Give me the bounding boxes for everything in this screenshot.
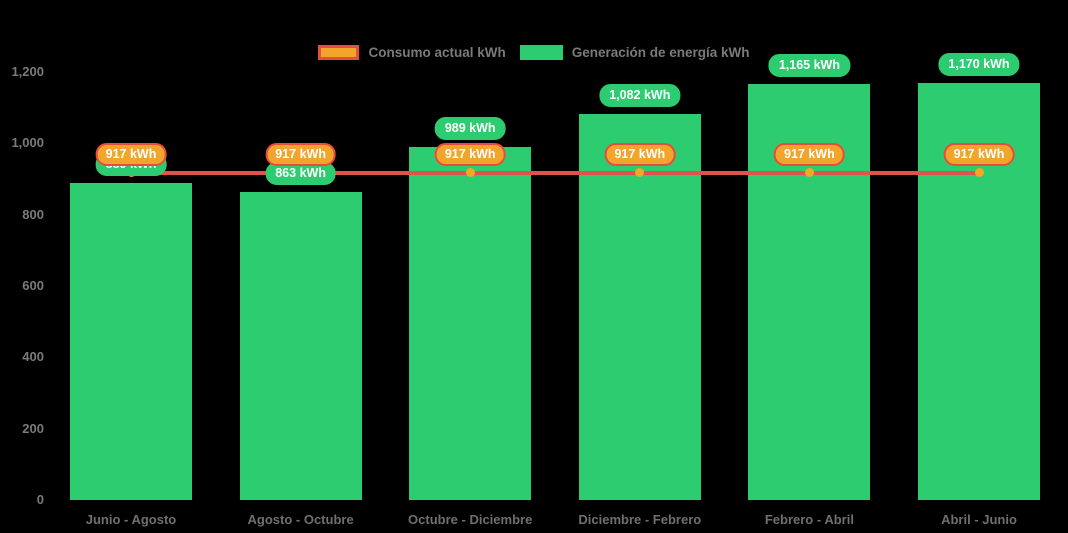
consumption-value-badge: 917 kWh [434, 142, 506, 166]
generation-value-badge: 1,165 kWh [768, 54, 850, 78]
x-axis-category-label: Febrero - Abril [764, 512, 854, 527]
y-axis-tick-label: 0 [36, 492, 44, 507]
legend-label-generacion: Generación de energía kWh [571, 45, 750, 60]
legend-item-consumo-actual[interactable]: Consumo actual kWh [318, 45, 506, 60]
legend-swatch-generacion-icon [519, 45, 563, 60]
generation-value-badge: 989 kWh [434, 117, 506, 141]
consumption-value-badge: 917 kWh [95, 142, 167, 166]
y-axis-tick-label: 400 [22, 349, 44, 365]
y-axis-tick-label: 600 [22, 278, 44, 293]
consumption-point-dot[interactable] [974, 168, 984, 178]
y-axis-tick-label: 200 [22, 420, 44, 436]
consumption-point-dot[interactable] [465, 168, 475, 178]
y-axis-tick-label: 1,200 [11, 64, 44, 79]
x-axis-category-label: Octubre - Diciembre [408, 512, 533, 527]
consumption-line [131, 170, 979, 175]
consumption-value-badge: 917 kWh [943, 142, 1015, 166]
consumption-value-badge: 917 kWh [604, 142, 676, 166]
x-axis-category-label: Agosto - Octubre [247, 512, 354, 527]
y-axis-tick-label: 1,000 [11, 135, 44, 151]
x-axis-category-label: Diciembre - Febrero [578, 512, 702, 527]
legend-item-generacion[interactable]: Generación de energía kWh [519, 45, 750, 60]
y-axis-tick-label: 800 [22, 206, 44, 222]
legend-label-consumo: Consumo actual kWh [368, 45, 506, 60]
consumption-value-badge: 917 kWh [774, 142, 845, 166]
generation-bar[interactable] [239, 192, 362, 500]
generation-value-badge: 1,082 kWh [599, 84, 681, 108]
generation-bar[interactable] [409, 147, 532, 500]
legend: Consumo actual kWh Generación de energía… [0, 45, 1068, 60]
x-axis-category-label: Junio - Agosto [85, 512, 177, 527]
generation-bar[interactable] [578, 114, 701, 500]
consumption-point-dot[interactable] [804, 168, 814, 178]
legend-swatch-consumo-icon [318, 45, 360, 60]
consumption-point-dot[interactable] [635, 168, 645, 178]
x-axis-category-label: Abril - Junio [941, 512, 1017, 527]
generation-value-badge: 863 kWh [265, 162, 336, 186]
consumption-value-badge: 917 kWh [265, 142, 336, 166]
generation-bar[interactable] [70, 182, 192, 500]
generation-value-badge: 1,170 kWh [938, 52, 1020, 76]
